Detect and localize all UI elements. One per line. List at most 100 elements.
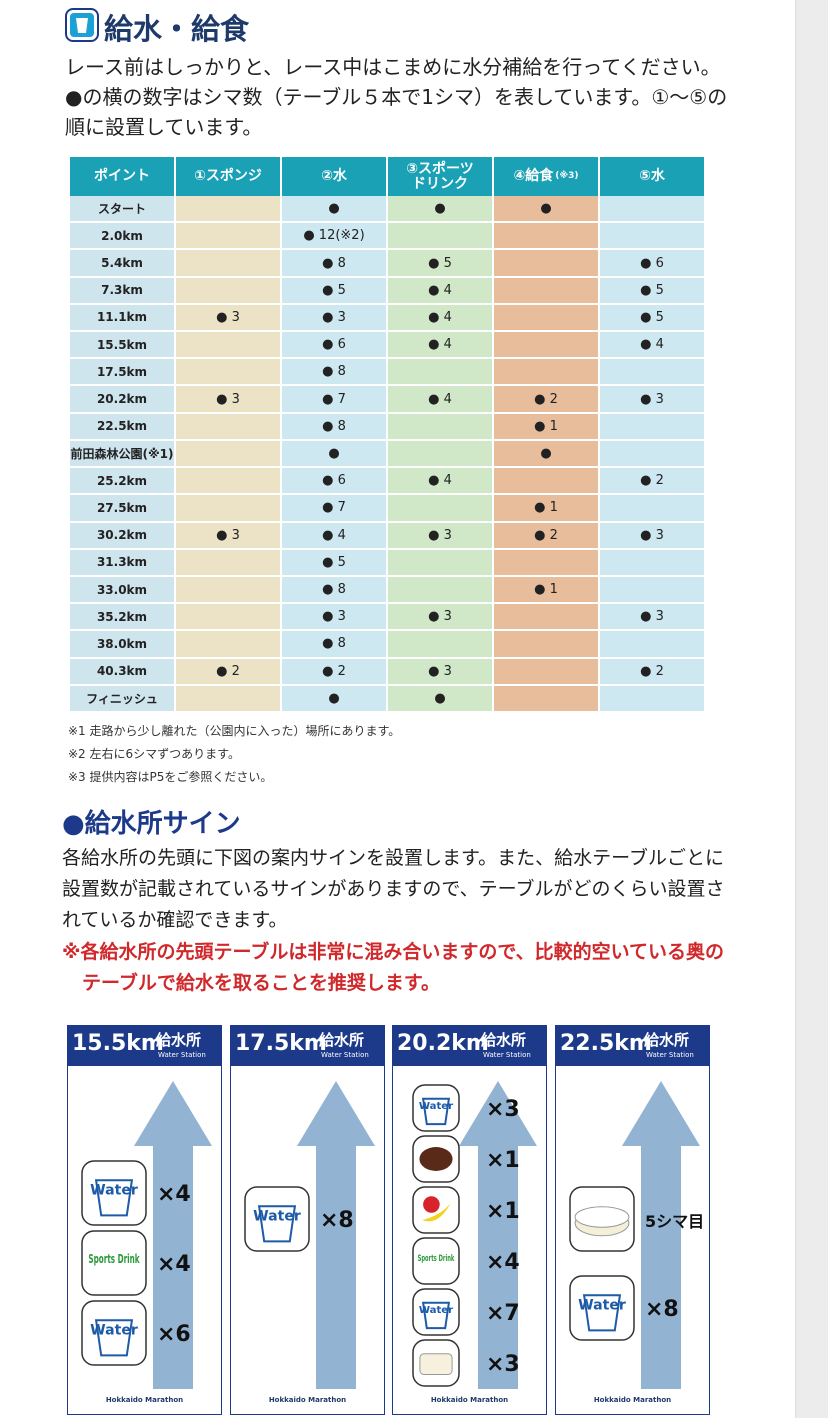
header-cell: ⑤水 xyxy=(600,157,706,196)
cell: ● 3 xyxy=(282,304,388,333)
cell xyxy=(176,685,282,713)
cell xyxy=(176,332,282,360)
item-count: ×3 xyxy=(486,1097,520,1122)
cell: ● 1 xyxy=(494,413,600,441)
icon-fruit xyxy=(423,1196,440,1213)
arrow xyxy=(622,1081,700,1389)
cell xyxy=(600,223,706,251)
cell: ● 3 xyxy=(176,304,282,333)
sign-item xyxy=(569,1186,635,1252)
row-label: 40.3km xyxy=(70,658,176,686)
icon-text: Water xyxy=(578,1297,626,1313)
sign-panel: 15.5km 給水所 Water Station Hokkaido Marathon W… xyxy=(67,1025,222,1415)
cell xyxy=(388,495,494,523)
sign-header: 15.5km 給水所 Water Station xyxy=(68,1026,221,1066)
icon-cup xyxy=(421,1097,451,1126)
table: ポイント ①スポンジ ②水 ③スポーツドリンク ④給食 (※3) ⑤水 スタート ● ● ● 2.0k… xyxy=(70,157,706,713)
sign-item: Water xyxy=(412,1288,460,1336)
item-count: 5シマ目 xyxy=(645,1212,704,1231)
header-cell: ①スポンジ xyxy=(176,157,282,196)
cell xyxy=(600,549,706,577)
cell: ● 3 xyxy=(282,604,388,632)
sign-km: 15.5km xyxy=(72,1031,164,1056)
header-cell: ②水 xyxy=(282,157,388,196)
icon-text: Water xyxy=(419,1305,453,1316)
sign-km: 22.5km xyxy=(560,1031,652,1056)
cell: ● 5 xyxy=(600,304,706,333)
cell: ● 3 xyxy=(176,522,282,550)
row-label: 25.2km xyxy=(70,468,176,496)
note: ※2 左右に6シマずつあります。 xyxy=(68,747,240,761)
sign-station-en: Water Station xyxy=(483,1051,531,1059)
cell xyxy=(494,631,600,659)
cell: ● 5 xyxy=(388,250,494,278)
cell: ● 4 xyxy=(282,522,388,550)
cell: ● 3 xyxy=(388,604,494,632)
icon-sweets xyxy=(419,1147,453,1171)
cell: ● 3 xyxy=(600,604,706,632)
icon-cup xyxy=(582,1294,622,1332)
cell: ● 8 xyxy=(282,250,388,278)
cell: ● 6 xyxy=(600,250,706,278)
scrollbar xyxy=(795,0,828,1418)
cell: ● 6 xyxy=(282,468,388,496)
header-cell: ③スポーツドリンク xyxy=(388,157,494,196)
cell: ● 1 xyxy=(494,495,600,523)
sign-item: Water xyxy=(81,1300,147,1366)
row-label: 35.2km xyxy=(70,604,176,632)
cell xyxy=(494,304,600,333)
icon-cup xyxy=(257,1205,297,1243)
sign-panel: 17.5km 給水所 Water Station Hokkaido Marathon W… xyxy=(230,1025,385,1415)
cell xyxy=(176,468,282,496)
sign-item: Water xyxy=(569,1275,635,1341)
sign-graphic: 5シマ目 Water ×8 xyxy=(569,1081,704,1389)
icon-cake-top xyxy=(574,1206,630,1228)
header-cell: ポイント xyxy=(70,157,176,196)
intro-line: ●の横の数字はシマ数（テーブル５本で1シマ）を表しています。①～⑤の順に設置して… xyxy=(65,85,728,139)
icon-text: Water xyxy=(90,1322,138,1338)
sign-header: 20.2km 給水所 Water Station xyxy=(393,1026,546,1066)
sign-item: Sports Drink xyxy=(81,1230,147,1296)
cell: ● 5 xyxy=(600,277,706,305)
item-count: ×1 xyxy=(486,1199,520,1224)
sign-graphic: Water ×3 ×1 ×1 Sports Drink ×4 Water ×7 ×3 xyxy=(412,1081,537,1389)
sign-station: 給水所 xyxy=(481,1031,527,1049)
arrow xyxy=(459,1081,537,1389)
header-label: ①スポンジ xyxy=(194,168,262,185)
header-note: (※3) xyxy=(555,170,579,181)
cell: ● 4 xyxy=(388,332,494,360)
sign-station: 給水所 xyxy=(319,1031,365,1049)
cell xyxy=(388,223,494,251)
header-icon xyxy=(65,8,99,42)
sign-graphic: Water ×4 Sports Drink ×4 Water ×6 xyxy=(81,1081,212,1389)
row-label: スタート xyxy=(70,196,176,224)
cell xyxy=(388,549,494,577)
row-label: 27.5km xyxy=(70,495,176,523)
cell: ● xyxy=(388,685,494,713)
item-count: ×6 xyxy=(157,1322,191,1347)
cell xyxy=(176,196,282,224)
cell: ● 1 xyxy=(494,576,600,605)
cell xyxy=(176,440,282,469)
sign-item xyxy=(412,1135,460,1183)
sign-footer: Hokkaido Marathon xyxy=(268,1396,347,1404)
icon-cup xyxy=(421,1301,451,1330)
cell: ● xyxy=(282,685,388,713)
sign-station: 給水所 xyxy=(644,1031,690,1049)
sign-station-en: Water Station xyxy=(158,1051,206,1059)
sign-item: Water xyxy=(412,1084,460,1132)
row-label: フィニッシュ xyxy=(70,685,176,713)
arrow xyxy=(134,1081,212,1389)
icon-box xyxy=(412,1237,460,1285)
header-label: ②水 xyxy=(321,168,347,185)
cell: ● 5 xyxy=(282,549,388,577)
item-count: ×3 xyxy=(486,1352,520,1377)
cell: ● 7 xyxy=(282,495,388,523)
sign-header: 17.5km 給水所 Water Station xyxy=(231,1026,384,1066)
note: ※1 走路から少し離れた（公園内に入った）場所にあります。 xyxy=(68,724,401,738)
cell xyxy=(176,359,282,387)
cell xyxy=(494,468,600,496)
icon-text: Sports Drink xyxy=(418,1253,455,1264)
row-label: 7.3km xyxy=(70,277,176,305)
